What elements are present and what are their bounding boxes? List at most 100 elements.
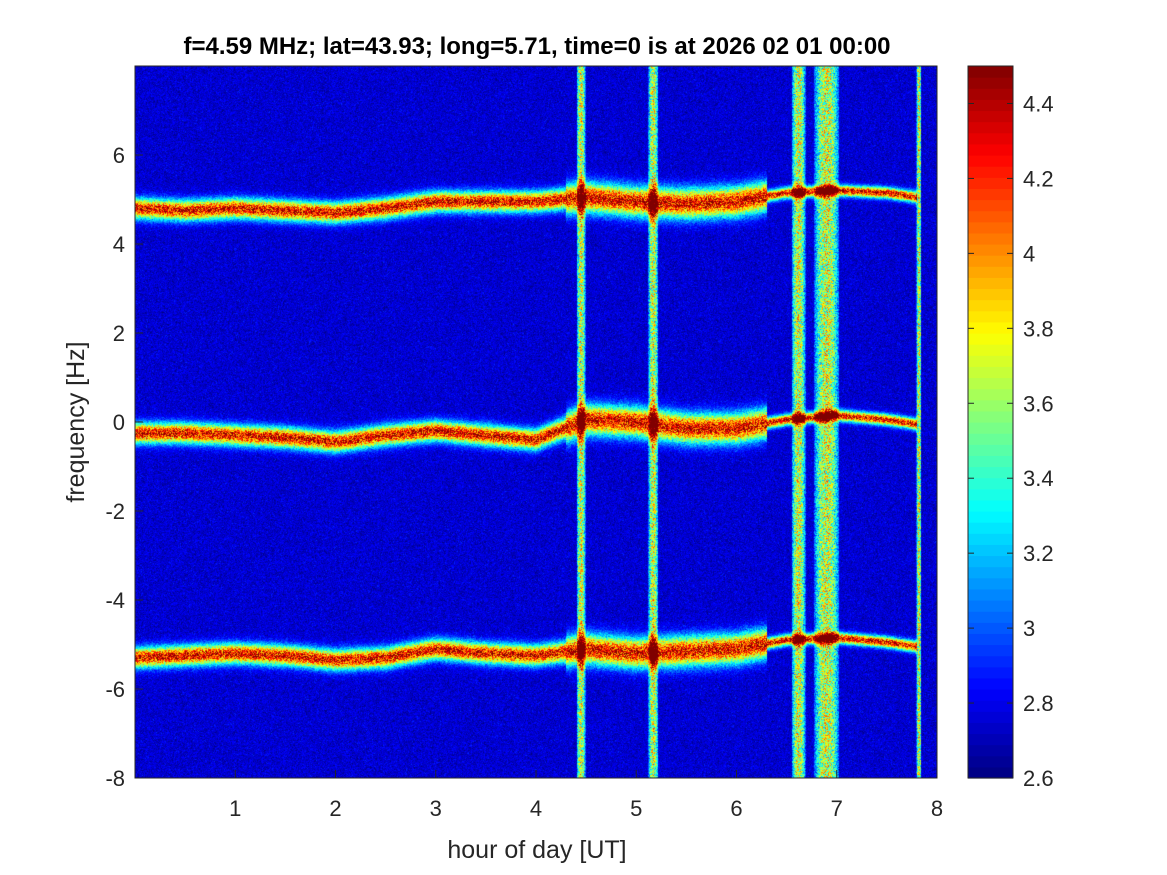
x-tick-label: 5	[630, 796, 642, 821]
colorbar-tick-label: 2.8	[1023, 691, 1054, 716]
colorbar-segment	[968, 655, 1013, 668]
colorbar-segment	[968, 321, 1013, 334]
colorbar-segment	[968, 255, 1013, 267]
colorbar-segment	[968, 600, 1013, 612]
colorbar-segment	[968, 399, 1013, 412]
y-axis-label: frequency [Hz]	[62, 341, 90, 502]
colorbar-segment	[968, 422, 1013, 434]
colorbar-axis: 2.6 2.8 3 3.2 3.4 3.6 3.8 4 4.2 4.4	[968, 91, 1054, 791]
colorbar-segment	[968, 188, 1013, 201]
spectrogram-image	[135, 66, 937, 778]
x-tick-label: 7	[831, 796, 843, 821]
x-tick-label: 8	[931, 796, 943, 821]
colorbar-segment	[968, 266, 1013, 278]
colorbar-segment	[968, 677, 1013, 690]
colorbar-segment	[968, 722, 1013, 735]
colorbar-segment	[968, 666, 1013, 679]
colorbar-box	[967, 65, 1014, 779]
colorbar-segment	[968, 77, 1013, 89]
colorbar-segment	[968, 88, 1013, 100]
colorbar-segment	[968, 444, 1013, 456]
y-tick-label: 4	[113, 232, 125, 257]
y-tick-label: -2	[105, 499, 125, 524]
x-tick-label: 6	[730, 796, 742, 821]
colorbar-segment	[968, 333, 1013, 345]
colorbar-segment	[968, 299, 1013, 312]
colorbar-segment	[968, 533, 1013, 545]
colorbar-segment	[968, 99, 1013, 112]
colorbar	[968, 66, 1013, 779]
colorbar-segment	[968, 544, 1013, 557]
colorbar-segment	[968, 310, 1013, 323]
x-axis-label: hour of day [UT]	[447, 836, 626, 864]
colorbar-segment	[968, 477, 1013, 490]
colorbar-segment	[968, 121, 1013, 134]
y-tick-label: 6	[113, 143, 125, 168]
colorbar-segment	[968, 633, 1013, 646]
colorbar-segment	[968, 244, 1013, 256]
colorbar-segment	[968, 110, 1013, 123]
colorbar-segment	[968, 132, 1013, 145]
colorbar-tick-label: 4	[1023, 241, 1035, 266]
x-tick-label: 1	[229, 796, 241, 821]
colorbar-segment	[968, 166, 1013, 178]
colorbar-tick-label: 3	[1023, 616, 1035, 641]
colorbar-segment	[968, 433, 1013, 445]
colorbar-segment	[968, 611, 1013, 623]
chart-title: f=4.59 MHz; lat=43.93; long=5.71, time=0…	[183, 33, 890, 60]
colorbar-segment	[968, 744, 1013, 757]
colorbar-segment	[968, 410, 1013, 423]
colorbar-segment	[968, 366, 1013, 379]
colorbar-tick-label: 3.6	[1023, 391, 1054, 416]
y-tick-label: -8	[105, 766, 125, 791]
colorbar-segment	[968, 344, 1013, 356]
colorbar-segment	[968, 566, 1013, 579]
y-tick-label: 0	[113, 410, 125, 435]
colorbar-tick-label: 3.4	[1023, 466, 1054, 491]
colorbar-segment	[968, 221, 1013, 234]
colorbar-segment	[968, 733, 1013, 746]
x-tick-label: 4	[530, 796, 542, 821]
colorbar-segment	[968, 522, 1013, 534]
y-tick-label: 2	[113, 321, 125, 346]
colorbar-tick-label: 3.2	[1023, 541, 1054, 566]
colorbar-segment	[968, 177, 1013, 189]
colorbar-segment	[968, 700, 1013, 712]
spectrogram-plot-area	[135, 66, 937, 778]
y-axis: -8 -6 -4 -2 0 2 4 6	[105, 143, 143, 791]
colorbar-segment	[968, 622, 1013, 634]
colorbar-segment	[968, 388, 1013, 401]
colorbar-segment	[968, 766, 1013, 779]
colorbar-segment	[968, 577, 1013, 590]
colorbar-segment	[968, 277, 1013, 290]
colorbar-segment	[968, 210, 1013, 223]
y-tick-label: -4	[105, 588, 125, 613]
colorbar-segment	[968, 511, 1013, 523]
colorbar-segment	[968, 711, 1013, 723]
x-axis: 1 2 3 4 5 6 7 8	[229, 770, 943, 821]
x-tick-label: 3	[430, 796, 442, 821]
colorbar-tick-label: 2.6	[1023, 766, 1054, 791]
colorbar-segment	[968, 66, 1013, 78]
colorbar-segment	[968, 455, 1013, 468]
colorbar-tick-label: 4.2	[1023, 166, 1054, 191]
colorbar-segment	[968, 755, 1013, 768]
colorbar-segment	[968, 588, 1013, 601]
colorbar-segment	[968, 155, 1013, 167]
colorbar-segment	[968, 644, 1013, 657]
colorbar-segment	[968, 466, 1013, 479]
colorbar-segment	[968, 555, 1013, 568]
colorbar-segment	[968, 143, 1013, 156]
x-tick-label: 2	[329, 796, 341, 821]
colorbar-segment	[968, 288, 1013, 301]
colorbar-tick-label: 4.4	[1023, 91, 1054, 116]
colorbar-segment	[968, 232, 1013, 245]
y-tick-label: -6	[105, 677, 125, 702]
colorbar-tick-label: 3.8	[1023, 316, 1054, 341]
colorbar-segment	[968, 689, 1013, 701]
colorbar-segment	[968, 377, 1013, 390]
colorbar-segment	[968, 499, 1013, 512]
colorbar-segment	[968, 488, 1013, 501]
colorbar-segment	[968, 199, 1013, 212]
